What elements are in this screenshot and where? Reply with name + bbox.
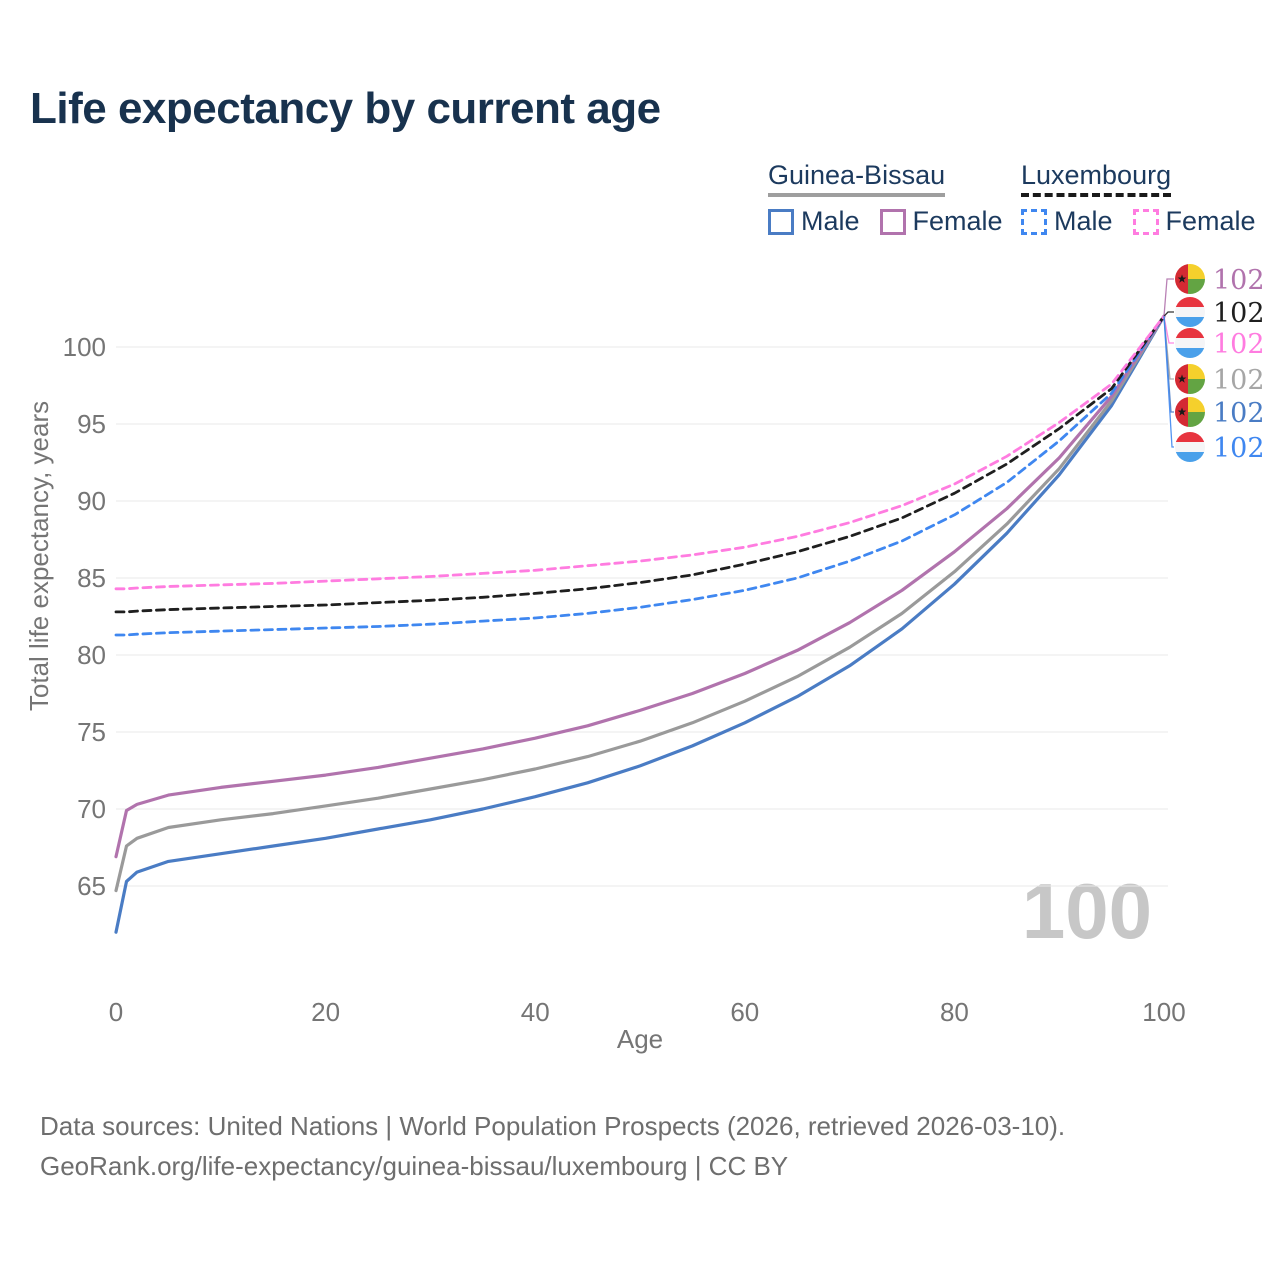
gb-female-swatch-icon[interactable]	[879, 208, 906, 235]
y-tick-label: 75	[77, 717, 106, 747]
x-axis-title: Age	[617, 1024, 663, 1054]
guinea-bissau-flag-icon	[1175, 364, 1205, 394]
y-axis-title: Total life expectancy, years	[24, 401, 54, 711]
legend-item-lu-female[interactable]: Female	[1132, 206, 1256, 237]
flag-glyph	[1175, 297, 1205, 327]
x-tick-label: 40	[521, 997, 550, 1027]
y-tick-label: 70	[77, 794, 106, 824]
x-tick-label: 80	[940, 997, 969, 1027]
series-line-guinea_bissau-male[interactable]	[114, 314, 1166, 934]
series-line-guinea_bissau-all[interactable]	[114, 314, 1166, 893]
guinea-bissau-flag-icon	[1175, 264, 1205, 294]
end-value-label: 102	[1213, 433, 1265, 464]
flag-glyph	[1175, 264, 1205, 294]
gb-male-swatch-icon[interactable]	[768, 208, 794, 235]
lu-male-swatch-icon[interactable]	[1021, 208, 1047, 235]
legend-item-gb-male[interactable]: Male	[768, 206, 860, 237]
series-line-luxembourg-all[interactable]	[114, 314, 1166, 614]
luxembourg-flag-icon	[1175, 328, 1205, 358]
legend-item-label[interactable]: Male	[1054, 206, 1113, 236]
attribution-line: GeoRank.org/life-expectancy/guinea-bissa…	[40, 1151, 789, 1181]
label-leader-line	[1163, 316, 1174, 344]
legend-item-label[interactable]: Male	[801, 206, 860, 236]
luxembourg-flag-icon	[1175, 432, 1205, 462]
end-value-label: 102	[1213, 265, 1265, 296]
end-value-label: 102	[1213, 365, 1265, 396]
legend-group-guinea-bissau: Guinea-Bissau Male Female	[768, 160, 1023, 237]
legend-item-label[interactable]: Female	[1165, 206, 1256, 236]
x-tick-label: 60	[730, 997, 759, 1027]
end-value-label: 102	[1213, 398, 1265, 429]
legend-group-luxembourg: Luxembourg Male Female	[1021, 160, 1276, 237]
y-tick-labels: 65 70 75 80 85 90 95 100	[63, 332, 106, 901]
flag-glyph	[1175, 328, 1205, 358]
flag-glyph	[1175, 364, 1205, 394]
x-tick-label: 20	[311, 997, 340, 1027]
x-tick-label: 100	[1142, 997, 1185, 1027]
series-line-guinea_bissau-female[interactable]	[114, 314, 1166, 859]
footer: Data sources: United Nations | World Pop…	[40, 1106, 1065, 1186]
y-tick-label: 80	[77, 640, 106, 670]
legend-country-guinea-bissau: Guinea-Bissau	[768, 160, 946, 197]
legend-items-guinea-bissau: Male Female	[768, 206, 1023, 237]
flag-glyph	[1175, 397, 1205, 427]
data-sources-line: Data sources: United Nations | World Pop…	[40, 1111, 1066, 1141]
end-value-label: 102	[1213, 329, 1265, 360]
guinea-bissau-flag-icon	[1175, 397, 1205, 427]
legend-items-luxembourg: Male Female	[1021, 206, 1276, 237]
series-line-luxembourg-female[interactable]	[114, 314, 1166, 591]
y-tick-label: 85	[77, 563, 106, 593]
y-tick-label: 100	[63, 332, 106, 362]
legend-item-lu-male[interactable]: Male	[1021, 206, 1113, 237]
label-leader-line	[1163, 311, 1174, 317]
y-tick-label: 65	[77, 871, 106, 901]
current-age-watermark: 100	[1021, 867, 1152, 955]
y-tick-label: 95	[77, 409, 106, 439]
x-tick-label: 0	[109, 997, 123, 1027]
series-layer	[114, 314, 1166, 934]
page-title: Life expectancy by current age	[30, 84, 661, 133]
legend-item-gb-female[interactable]: Female	[879, 206, 1003, 237]
legend-country-luxembourg: Luxembourg	[1021, 160, 1172, 197]
luxembourg-flag-icon	[1175, 297, 1205, 327]
legend-item-label[interactable]: Female	[912, 206, 1003, 236]
x-tick-labels: 0 20 40 60 80 100	[109, 997, 1186, 1027]
label-leader-line	[1163, 278, 1174, 317]
grid-layer	[116, 346, 1168, 887]
y-tick-label: 90	[77, 486, 106, 516]
lu-female-swatch-icon[interactable]	[1132, 208, 1159, 235]
label-leader-line	[1163, 316, 1174, 448]
end-value-label: 102	[1213, 298, 1265, 329]
series-line-luxembourg-male[interactable]	[114, 314, 1166, 637]
flag-glyph	[1175, 432, 1205, 462]
